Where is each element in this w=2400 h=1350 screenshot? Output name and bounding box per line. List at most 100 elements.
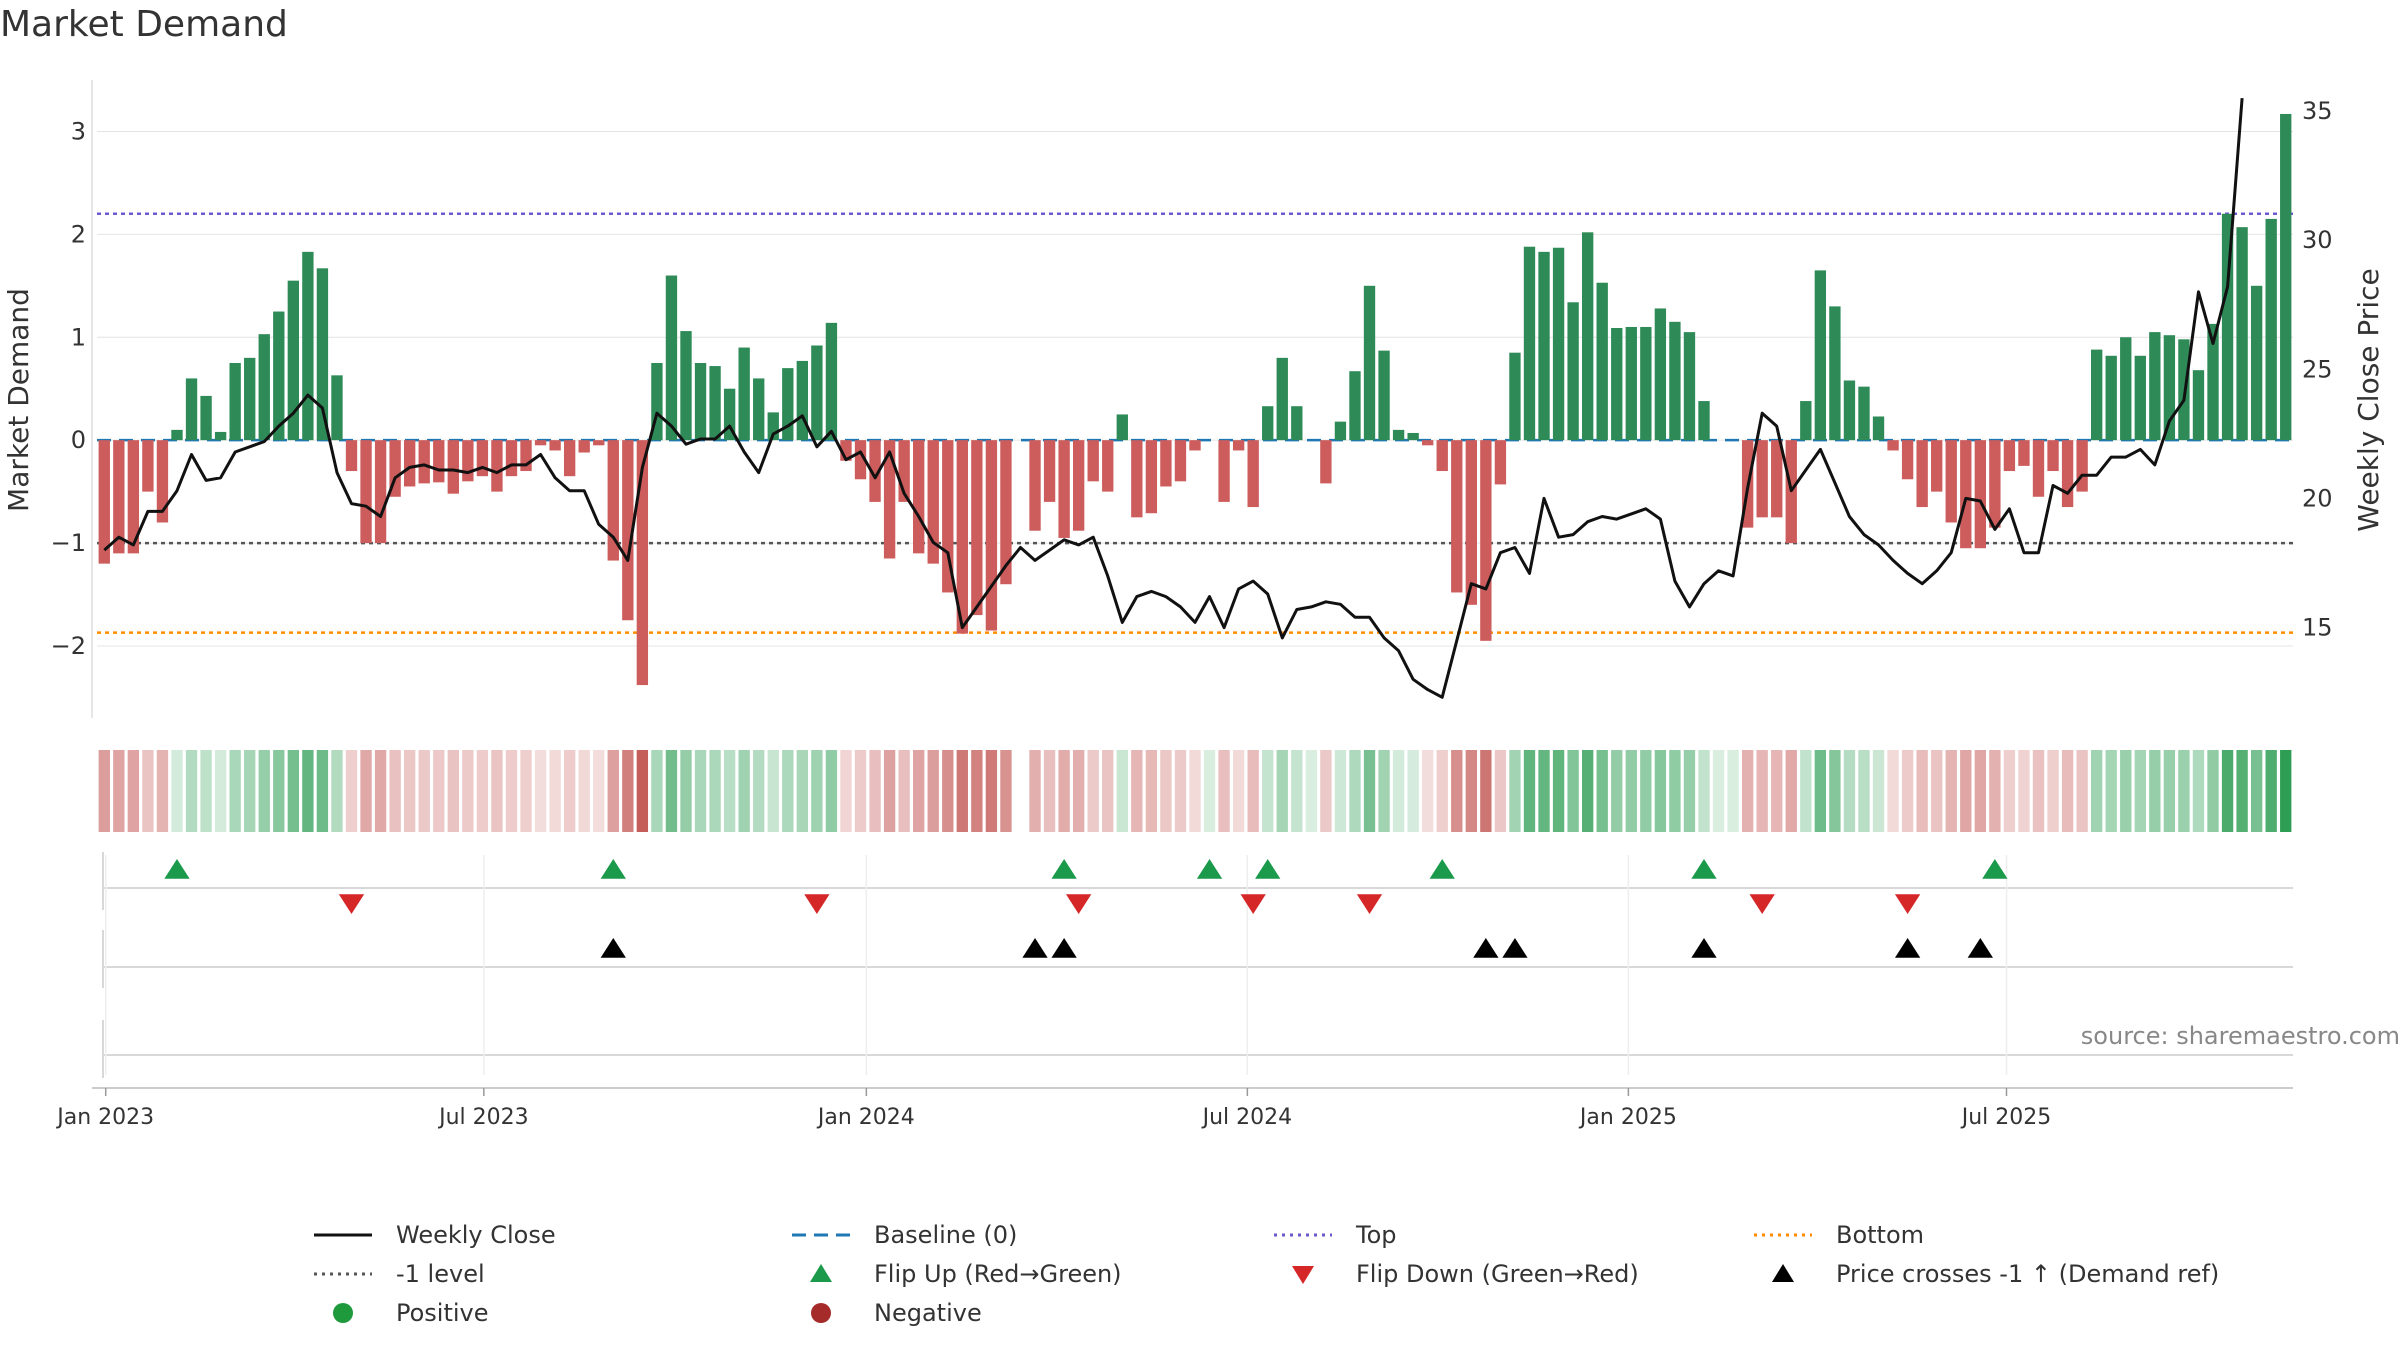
strip-cell — [2120, 750, 2132, 832]
price-cross-marker — [1051, 938, 1077, 958]
demand-bar — [607, 440, 619, 561]
demand-bar — [1756, 440, 1768, 518]
demand-bar — [1625, 326, 1637, 441]
demand-bar — [869, 440, 881, 502]
grid-layer — [97, 130, 2293, 1078]
strip-cell — [694, 750, 707, 832]
strip-cell — [1305, 750, 1318, 832]
x-tick-label: Jul 2025 — [1960, 1105, 2052, 1130]
demand-bar — [1174, 440, 1187, 482]
strip-cell — [2032, 750, 2045, 832]
level-lines — [97, 212, 2293, 634]
demand-bar — [127, 440, 140, 554]
strip-cell — [1116, 750, 1128, 832]
strip-cell — [200, 750, 212, 832]
demand-bar — [1378, 350, 1390, 441]
strip-cell — [1494, 750, 1507, 832]
strip-cell — [593, 750, 605, 832]
strip-cell — [1000, 750, 1012, 832]
price-cross-marker — [1473, 938, 1499, 958]
strip-cell — [1960, 750, 1972, 832]
strip-cell — [1640, 750, 1652, 832]
demand-bar — [1320, 440, 1332, 484]
demand-bar — [1640, 326, 1652, 441]
strip-cell — [1203, 750, 1216, 832]
strip-cell — [1407, 750, 1419, 832]
price-cross-marker — [1967, 938, 1993, 958]
demand-bar — [374, 440, 387, 544]
strip-cell — [1363, 750, 1376, 832]
strip-cell — [2280, 750, 2292, 832]
y2-tick-label: 35 — [2302, 97, 2333, 125]
strip-cell — [1087, 750, 1099, 832]
strip-cell — [1480, 750, 1492, 832]
demand-bar — [302, 251, 314, 441]
strip-cell — [1712, 750, 1725, 832]
strip-cell — [491, 750, 503, 832]
strip-cell — [98, 750, 110, 832]
flip-up-marker — [1196, 859, 1223, 879]
demand-bar — [1814, 270, 1827, 441]
strip-cell — [214, 750, 227, 832]
strip-cell — [1669, 750, 1681, 832]
flip-down-marker — [1749, 894, 1775, 914]
strip-cell — [1436, 750, 1448, 832]
demand-bar — [1480, 440, 1492, 641]
demand-bar — [1102, 440, 1114, 492]
strip-cell — [1989, 750, 2001, 832]
strip-cell — [549, 750, 561, 832]
demand-bar — [2280, 113, 2292, 441]
strip-cell — [1567, 750, 1579, 832]
demand-bar — [1567, 302, 1579, 441]
strip-cell — [1058, 750, 1070, 832]
strip-cell — [2221, 750, 2234, 832]
demand-bar — [782, 368, 794, 441]
demand-bar — [404, 440, 416, 487]
chart-title: Market Demand — [0, 4, 288, 45]
strip-cell — [1654, 750, 1667, 832]
demand-bar — [2105, 355, 2117, 441]
strip-cell — [1552, 750, 1565, 832]
demand-bar — [1683, 332, 1696, 441]
demand-bar — [2076, 440, 2088, 492]
demand-bar — [622, 440, 634, 621]
strip-cell — [185, 750, 198, 832]
demand-bar — [1131, 440, 1143, 518]
demand-bar — [287, 280, 300, 441]
strip-cell — [1334, 750, 1347, 832]
strip-cell — [374, 750, 387, 832]
strip-cell — [1349, 750, 1361, 832]
demand-bar — [142, 440, 154, 492]
demand-bar — [1232, 440, 1245, 451]
strip-cell — [2207, 750, 2219, 832]
strip-cell — [345, 750, 358, 832]
y2-axis-label: Weekly Close Price — [2352, 268, 2385, 531]
demand-bar — [214, 431, 227, 441]
demand-bar — [753, 378, 765, 441]
demand-bar — [156, 440, 169, 523]
demand-bar — [1218, 440, 1230, 502]
demand-bar — [316, 268, 329, 441]
strip-cell — [651, 750, 663, 832]
strip-cell — [273, 750, 285, 832]
y2-tick-label: 20 — [2302, 484, 2333, 512]
strip-cell — [1625, 750, 1637, 832]
demand-heat-strip — [98, 750, 2292, 832]
demand-bar — [113, 440, 125, 554]
demand-bar — [418, 440, 430, 484]
strip-cell — [2134, 750, 2146, 832]
demand-bar — [1363, 285, 1376, 441]
demand-bar — [2149, 332, 2161, 441]
strip-cell — [505, 750, 518, 832]
strip-cell — [563, 750, 576, 832]
demand-bar — [1945, 440, 1957, 523]
price-cross-marker — [1691, 938, 1717, 958]
strip-cell — [811, 750, 823, 832]
strip-cell — [2250, 750, 2263, 832]
demand-bar — [1407, 432, 1419, 441]
strip-cell — [113, 750, 125, 832]
strip-cell — [782, 750, 794, 832]
demand-bar — [1116, 414, 1128, 441]
strip-cell — [898, 750, 910, 832]
demand-bar — [345, 440, 358, 472]
